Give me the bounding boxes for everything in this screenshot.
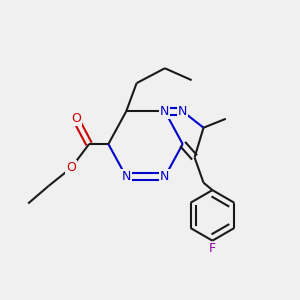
Text: O: O bbox=[71, 112, 81, 125]
Text: N: N bbox=[160, 105, 170, 118]
Text: N: N bbox=[178, 105, 188, 118]
Text: N: N bbox=[122, 170, 131, 183]
Text: O: O bbox=[66, 161, 76, 174]
Text: N: N bbox=[160, 170, 170, 183]
Text: F: F bbox=[209, 242, 216, 256]
